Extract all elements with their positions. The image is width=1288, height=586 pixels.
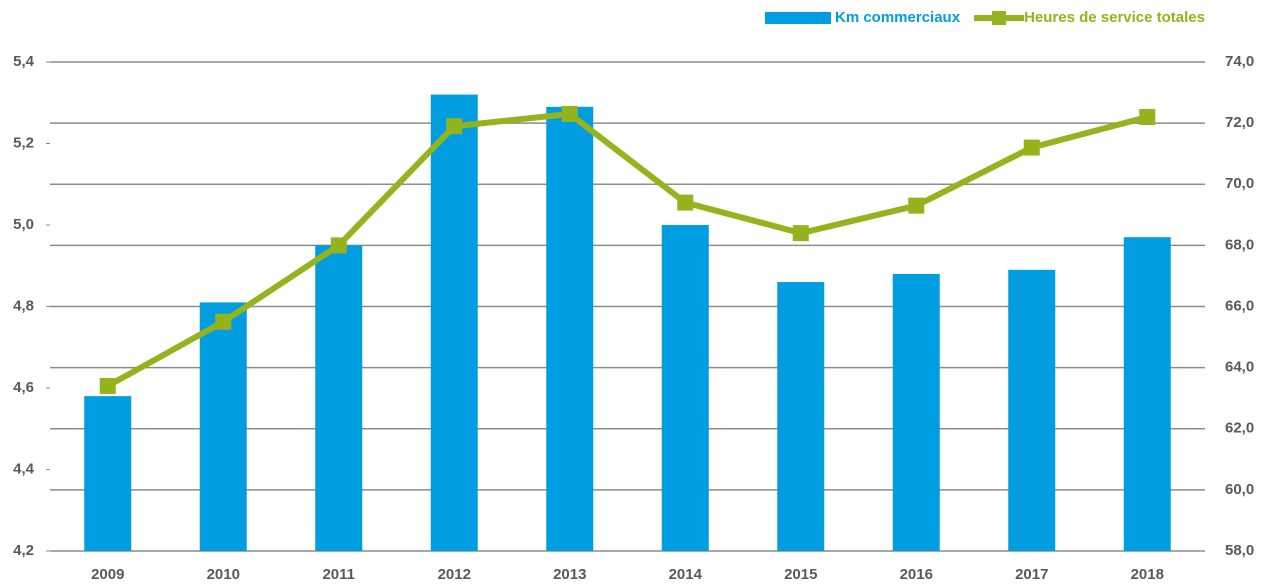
x-tick-label: 2018 (1131, 566, 1164, 583)
bar (1123, 237, 1171, 551)
y-tick-label: 4,4 (13, 460, 35, 477)
bar (430, 94, 478, 551)
y2-tick-label: 74,0 (1225, 53, 1254, 70)
line-marker (215, 313, 232, 330)
legend-swatch (992, 11, 1007, 25)
y2-tick-label: 72,0 (1225, 114, 1254, 131)
x-tick-label: 2015 (784, 566, 817, 583)
line-marker (792, 225, 809, 242)
y2-tick-label: 70,0 (1225, 175, 1254, 192)
legend-label: Heures de service totales (1024, 9, 1205, 26)
bar (661, 225, 709, 551)
line-marker (677, 194, 694, 211)
x-tick-label: 2011 (322, 566, 355, 583)
y2-tick-label: 64,0 (1225, 359, 1254, 376)
y2-tick-label: 60,0 (1225, 481, 1254, 498)
legend-swatch (765, 12, 831, 24)
x-tick-label: 2013 (553, 566, 586, 583)
y-tick-label: 5,0 (13, 216, 34, 233)
x-tick-label: 2012 (438, 566, 471, 583)
line-marker (561, 105, 578, 122)
y-tick-label: 5,4 (13, 53, 35, 70)
x-tick-label: 2010 (207, 566, 240, 583)
line-marker (99, 377, 116, 394)
x-tick-label: 2016 (900, 566, 933, 583)
y2-tick-label: 68,0 (1225, 236, 1254, 253)
legend-label: Km commerciaux (835, 9, 961, 26)
x-tick-label: 2014 (669, 566, 703, 583)
bar (892, 273, 940, 551)
line (106, 110, 1149, 389)
y2-tick-label: 58,0 (1225, 542, 1254, 559)
bar (1008, 269, 1056, 551)
line-marker (1023, 139, 1040, 156)
y-tick-label: 4,2 (13, 542, 34, 559)
y2-tick-label: 66,0 (1225, 297, 1254, 314)
y-tick-label: 4,6 (13, 379, 34, 396)
line-marker (446, 118, 463, 135)
bar (546, 106, 594, 551)
bar (84, 396, 132, 551)
line-marker (330, 237, 347, 254)
y2-tick-label: 62,0 (1225, 420, 1254, 437)
bar (199, 302, 247, 551)
line-marker (908, 197, 925, 214)
line-marker (1139, 109, 1156, 126)
y-tick-label: 5,2 (13, 134, 34, 151)
bar (777, 282, 825, 551)
x-tick-label: 2017 (1015, 566, 1048, 583)
x-tick-label: 2009 (91, 566, 124, 583)
y-tick-label: 4,8 (13, 297, 34, 314)
bar (315, 245, 363, 551)
